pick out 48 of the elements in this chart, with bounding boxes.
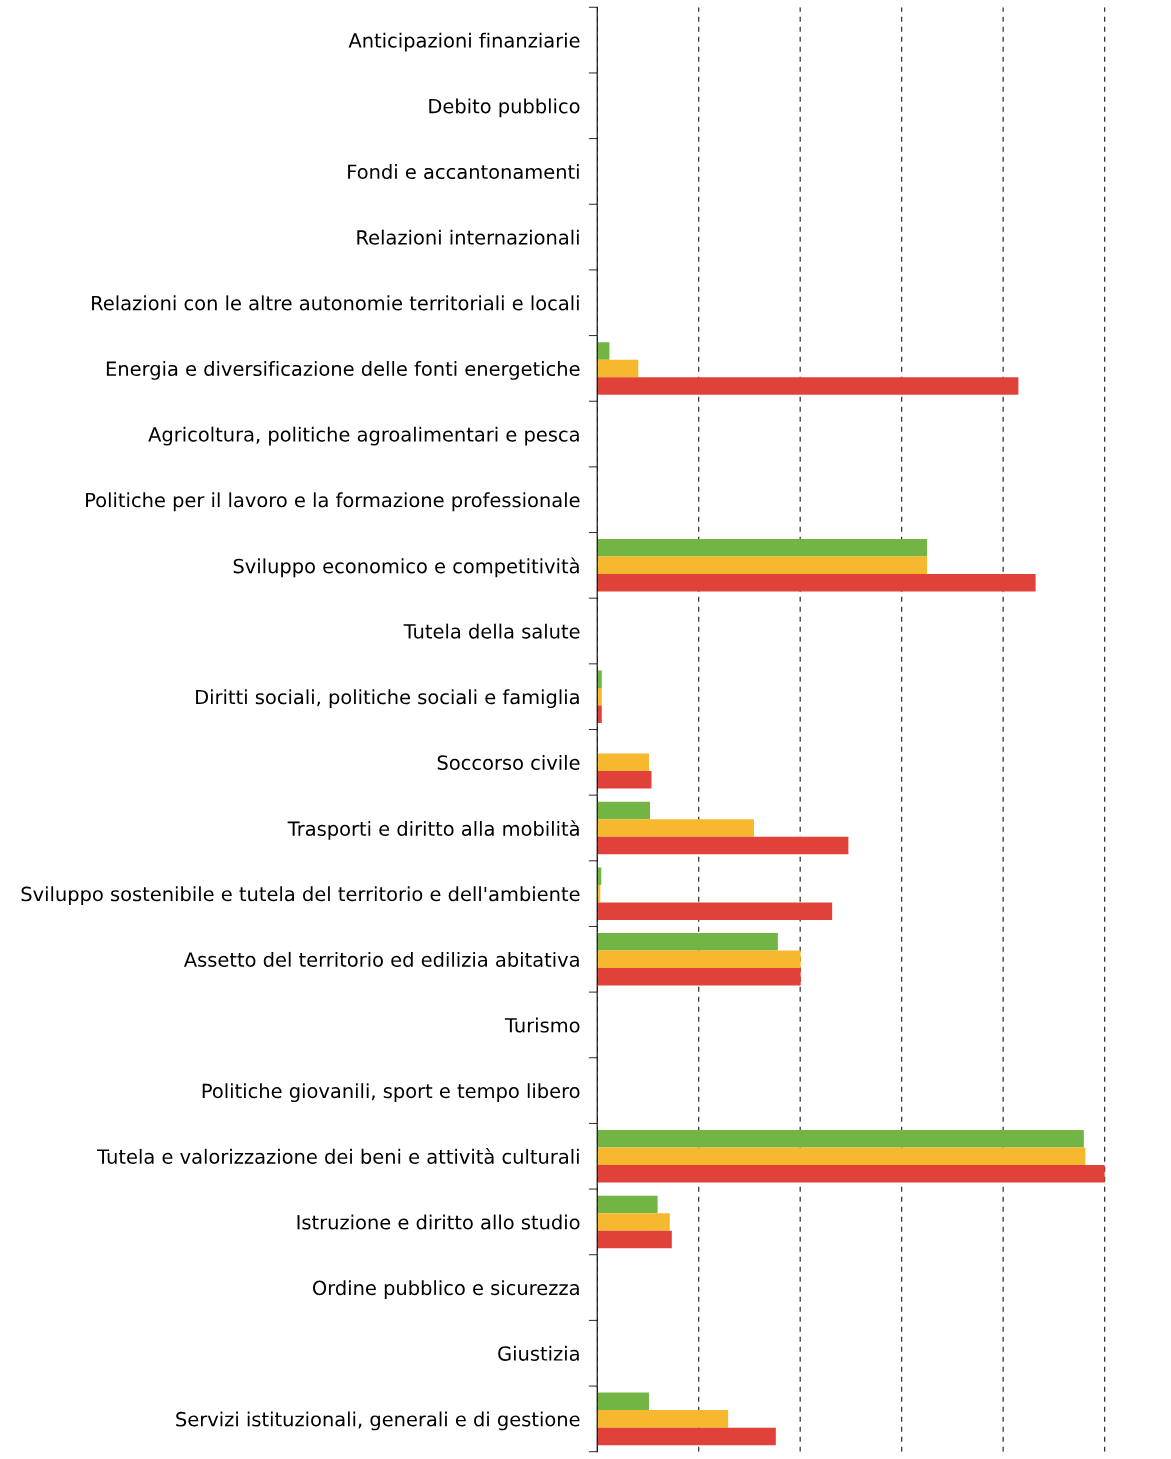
bar bbox=[597, 539, 928, 557]
bar bbox=[597, 1165, 1105, 1183]
bar bbox=[597, 342, 610, 360]
y-tick-label: Sviluppo sostenibile e tutela del territorio e dell'ambiente bbox=[21, 886, 580, 906]
y-tick-label: Assetto del territorio ed edilizia abitativa bbox=[183, 951, 579, 967]
bar bbox=[597, 574, 1036, 592]
y-tick-label: Istruzione e diritto allo studio bbox=[297, 1214, 580, 1230]
bar bbox=[597, 1230, 672, 1249]
y-tick-label: Relazioni internazionali bbox=[357, 229, 579, 245]
y-tick-label: Ordine pubblico e sicurezza bbox=[313, 1280, 579, 1299]
bar bbox=[597, 1195, 658, 1214]
bar bbox=[597, 801, 650, 820]
bar bbox=[597, 933, 778, 951]
bar bbox=[597, 968, 801, 986]
y-tick-label: Politiche giovanili, sport e tempo libero bbox=[202, 1083, 580, 1103]
y-tick-label: Diritti sociali, politiche sociali e famiglia bbox=[196, 689, 579, 709]
bar bbox=[597, 1213, 670, 1231]
y-tick-label: Anticipazioni finanziarie bbox=[348, 32, 580, 52]
y-tick-label: Tutela e valorizzazione dei beni e attività culturali bbox=[97, 1148, 579, 1164]
bar bbox=[597, 819, 755, 837]
y-tick-label: Politiche per il lavoro e la formazione professionale bbox=[86, 492, 580, 512]
y-tick-label: Giustizia bbox=[498, 1345, 579, 1361]
bar bbox=[597, 377, 1019, 395]
y-tick-label: Soccorso civile bbox=[437, 754, 580, 770]
y-tick-label: Energia e diversificazione delle fonti energetiche bbox=[106, 361, 580, 380]
y-tick-label: Agricoltura, politiche agroalimentari e pesca bbox=[148, 426, 579, 446]
bar bbox=[597, 771, 652, 789]
bar bbox=[597, 359, 639, 378]
bar bbox=[597, 1427, 776, 1446]
y-tick-label: Tutela della salute bbox=[403, 623, 580, 639]
bar bbox=[597, 1410, 729, 1428]
bar bbox=[597, 950, 801, 969]
y-tick-label: Fondi e accantonamenti bbox=[348, 164, 579, 180]
y-tick-label: Relazioni con le altre autonomie territoriali e locali bbox=[92, 295, 579, 311]
y-tick-label: Debito pubblico bbox=[429, 98, 580, 118]
bar bbox=[597, 902, 833, 920]
bar bbox=[597, 705, 602, 723]
y-tick-label: Trasporti e diritto alla mobilità bbox=[287, 820, 579, 840]
bar bbox=[597, 836, 849, 855]
y-tick-label: Turismo bbox=[504, 1017, 580, 1033]
bar bbox=[597, 1147, 1086, 1166]
bar bbox=[597, 1130, 1084, 1148]
y-tick-label: Sviluppo economico e competitività bbox=[233, 557, 579, 578]
bar bbox=[597, 1392, 649, 1411]
bar bbox=[597, 556, 928, 575]
y-tick-label: Servizi istituzionali, generali e di gestione bbox=[176, 1411, 580, 1431]
bar bbox=[597, 670, 602, 688]
bar bbox=[597, 753, 649, 772]
